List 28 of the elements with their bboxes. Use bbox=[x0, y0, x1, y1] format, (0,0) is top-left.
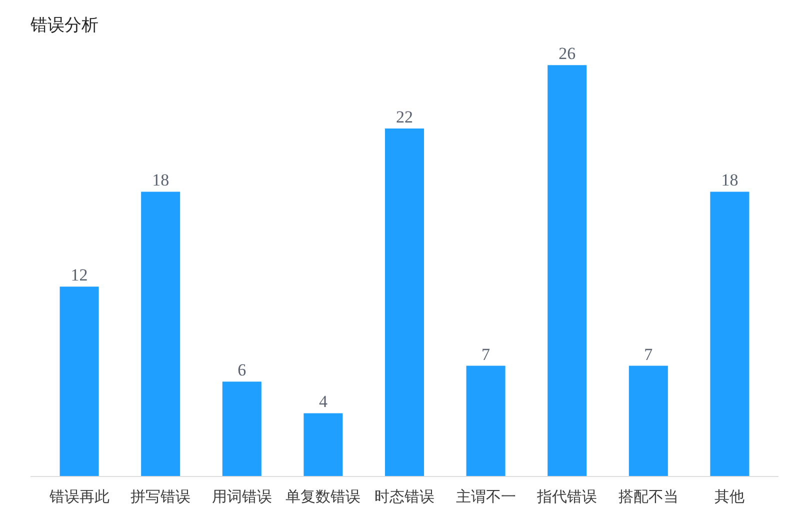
data-label: 18 bbox=[721, 170, 738, 190]
chart-title: 错误分析 bbox=[30, 16, 98, 36]
x-tick-label: 其他 bbox=[714, 488, 745, 506]
bar bbox=[141, 192, 180, 476]
bar bbox=[384, 128, 424, 476]
bar bbox=[466, 366, 506, 476]
bar bbox=[222, 382, 262, 476]
data-label: 26 bbox=[558, 44, 576, 64]
bar bbox=[710, 192, 750, 476]
data-label: 4 bbox=[318, 392, 328, 412]
data-label: 18 bbox=[152, 170, 170, 190]
x-tick-label: 指代错误 bbox=[536, 488, 598, 506]
x-tick-label: 搭配不当 bbox=[618, 488, 678, 506]
data-label: 7 bbox=[482, 344, 491, 364]
bar bbox=[628, 366, 668, 476]
data-label: 22 bbox=[396, 107, 413, 126]
x-tick-label: 错误再此 bbox=[48, 488, 110, 506]
x-tick-label: 拼写错误 bbox=[130, 488, 191, 506]
bar bbox=[304, 413, 343, 476]
data-label: 12 bbox=[70, 266, 88, 285]
x-tick-label: 单复数错误 bbox=[286, 488, 361, 506]
bar bbox=[60, 286, 99, 476]
data-label: 7 bbox=[644, 344, 654, 364]
bar bbox=[548, 65, 587, 476]
x-tick-label: 主谓不一 bbox=[456, 488, 516, 506]
data-label: 6 bbox=[238, 360, 246, 380]
x-tick-label: 时态错误 bbox=[374, 488, 434, 506]
x-tick-label: 用词错误 bbox=[212, 488, 272, 506]
